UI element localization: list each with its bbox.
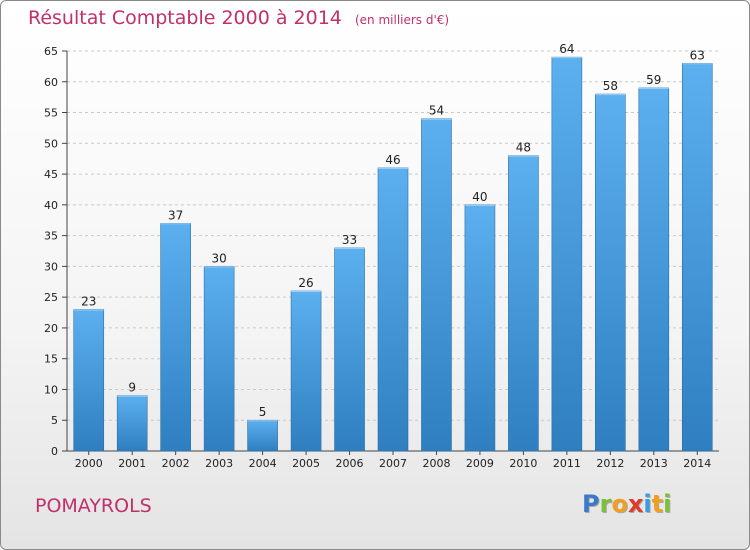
- logo-letter: P: [582, 490, 600, 518]
- bar: [595, 93, 626, 452]
- bar: [421, 118, 452, 452]
- value-label: 5: [259, 405, 267, 419]
- y-tick-label: 55: [44, 107, 58, 120]
- x-tick-label: 2013: [640, 457, 668, 470]
- unit-label: (en milliers d'€): [354, 13, 450, 27]
- x-tick-label: 2000: [75, 457, 103, 470]
- value-label: 30: [211, 251, 226, 265]
- title-text: Résultat Comptable 2000 à 2014: [28, 7, 342, 29]
- logo-letter: t: [651, 490, 664, 518]
- city-name: POMAYROLS: [35, 495, 152, 517]
- x-tick-label: 2001: [118, 457, 146, 470]
- y-tick-label: 60: [44, 76, 58, 89]
- logo-letter: r: [599, 490, 612, 518]
- bar: [638, 87, 670, 452]
- y-tick-label: 65: [44, 45, 58, 58]
- x-tick-label: 2012: [596, 457, 624, 470]
- value-label: 48: [516, 141, 531, 155]
- bar: [247, 419, 278, 452]
- x-tick-label: 2007: [379, 457, 407, 470]
- logo-letter: o: [611, 490, 628, 518]
- value-label: 59: [646, 73, 661, 87]
- y-tick-label: 20: [44, 322, 58, 335]
- bar: [203, 266, 235, 452]
- bar: [334, 247, 365, 452]
- bar: [464, 204, 496, 452]
- x-tick-label: 2010: [509, 457, 537, 470]
- logo-letter: i: [643, 490, 652, 518]
- x-tick-label: 2009: [466, 457, 494, 470]
- bar: [377, 167, 409, 452]
- x-tick-label: 2006: [336, 457, 364, 470]
- chart-title: Résultat Comptable 2000 à 2014 (en milli…: [28, 7, 449, 29]
- value-label: 9: [128, 381, 136, 395]
- value-label: 26: [298, 276, 313, 290]
- y-tick-label: 10: [44, 383, 58, 396]
- y-tick-label: 35: [44, 230, 58, 243]
- value-label: 46: [385, 153, 400, 167]
- value-label: 63: [690, 48, 705, 62]
- value-label: 64: [559, 42, 574, 56]
- bar: [116, 395, 148, 452]
- value-label: 54: [429, 104, 444, 118]
- y-tick-label: 45: [44, 168, 58, 181]
- bar: [160, 223, 191, 452]
- value-label: 33: [342, 233, 357, 247]
- x-tick-label: 2002: [162, 457, 190, 470]
- y-tick-label: 25: [44, 291, 58, 304]
- bar: [681, 63, 713, 452]
- bar: [508, 155, 539, 452]
- logo-letter: x: [627, 490, 644, 518]
- x-tick-label: 2014: [683, 457, 711, 470]
- value-label: 23: [81, 294, 96, 308]
- value-label: 37: [168, 208, 183, 222]
- value-label: 58: [603, 79, 618, 93]
- y-tick-label: 30: [44, 260, 58, 273]
- y-tick-label: 15: [44, 353, 58, 366]
- x-tick-label: 2011: [553, 457, 581, 470]
- logo-letter: i: [663, 490, 672, 518]
- proxiti-logo: Proxiti: [582, 490, 671, 518]
- x-tick-label: 2008: [422, 457, 450, 470]
- y-tick-label: 0: [51, 445, 58, 458]
- y-tick-label: 40: [44, 199, 58, 212]
- y-tick-label: 50: [44, 137, 58, 150]
- bar: [73, 309, 105, 452]
- bar: [290, 290, 322, 452]
- x-tick-label: 2004: [249, 457, 277, 470]
- y-tick-label: 5: [51, 414, 58, 427]
- labels: 0 5 10 15 20 25 30 35 40 45 50 55 60 65 23 2000 9 2001 37 2…: [44, 42, 711, 470]
- bars: [73, 56, 713, 452]
- x-tick-label: 2003: [205, 457, 233, 470]
- value-label: 40: [472, 190, 487, 204]
- bar: [551, 56, 583, 452]
- x-tick-label: 2005: [292, 457, 320, 470]
